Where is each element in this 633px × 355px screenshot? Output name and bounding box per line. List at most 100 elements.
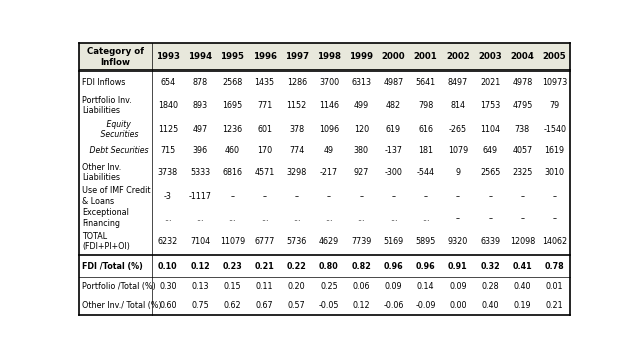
Text: 2001: 2001 (414, 53, 437, 61)
Text: ...: ... (293, 214, 301, 223)
Text: 380: 380 (354, 146, 369, 155)
Text: 2004: 2004 (510, 53, 534, 61)
Text: 6313: 6313 (351, 78, 371, 87)
Text: 2002: 2002 (446, 53, 470, 61)
Text: 0.78: 0.78 (545, 262, 565, 271)
Text: -3: -3 (164, 192, 172, 201)
Text: ...: ... (196, 214, 204, 223)
Text: 814: 814 (451, 101, 465, 110)
Text: 798: 798 (418, 101, 434, 110)
Text: –: – (423, 192, 428, 201)
Text: 2000: 2000 (382, 53, 405, 61)
Text: 654: 654 (160, 78, 175, 87)
Text: Other Inv.
Liabilities: Other Inv. Liabilities (82, 163, 122, 182)
Text: 3010: 3010 (544, 168, 565, 177)
Text: -1117: -1117 (189, 192, 211, 201)
Text: 0.14: 0.14 (417, 282, 434, 291)
Text: 3700: 3700 (319, 78, 339, 87)
Text: 2565: 2565 (480, 168, 500, 177)
Text: 6777: 6777 (254, 237, 275, 246)
Text: 2003: 2003 (479, 53, 502, 61)
Text: 0.75: 0.75 (191, 301, 209, 310)
Text: 9320: 9320 (448, 237, 468, 246)
Text: 497: 497 (192, 125, 208, 134)
Text: 0.21: 0.21 (254, 262, 275, 271)
Text: -300: -300 (384, 168, 403, 177)
Text: 0.13: 0.13 (191, 282, 209, 291)
Bar (79, 43, 570, 71)
Text: –: – (263, 192, 266, 201)
Text: –: – (230, 192, 234, 201)
Text: 4057: 4057 (512, 146, 532, 155)
Text: –: – (391, 192, 396, 201)
Text: 11079: 11079 (220, 237, 245, 246)
Text: -544: -544 (417, 168, 435, 177)
Text: 0.41: 0.41 (513, 262, 532, 271)
Text: 5333: 5333 (190, 168, 210, 177)
Text: 1152: 1152 (287, 101, 307, 110)
Text: ...: ... (164, 214, 172, 223)
Text: 616: 616 (418, 125, 433, 134)
Text: –: – (488, 214, 492, 223)
Text: 7739: 7739 (351, 237, 372, 246)
Text: ...: ... (261, 214, 268, 223)
Text: 14062: 14062 (542, 237, 567, 246)
Text: -1540: -1540 (543, 125, 566, 134)
Text: –: – (360, 192, 363, 201)
Text: 0.12: 0.12 (190, 262, 210, 271)
Text: 3738: 3738 (158, 168, 178, 177)
Text: 0.96: 0.96 (384, 262, 403, 271)
Text: 5895: 5895 (415, 237, 436, 246)
Text: 4987: 4987 (384, 78, 404, 87)
Text: Use of IMF Credit
& Loans: Use of IMF Credit & Loans (82, 186, 151, 206)
Text: 0.32: 0.32 (480, 262, 500, 271)
Text: 0.10: 0.10 (158, 262, 178, 271)
Text: 6339: 6339 (480, 237, 500, 246)
Text: 0.01: 0.01 (546, 282, 563, 291)
Text: Portfolio Inv.
Liabilities: Portfolio Inv. Liabilities (82, 96, 132, 115)
Text: 0.30: 0.30 (159, 282, 177, 291)
Text: 1840: 1840 (158, 101, 178, 110)
Text: 396: 396 (192, 146, 208, 155)
Text: 5641: 5641 (416, 78, 436, 87)
Text: 1096: 1096 (319, 125, 339, 134)
Text: 0.11: 0.11 (256, 282, 273, 291)
Text: Portfolio /Total (%): Portfolio /Total (%) (82, 282, 156, 291)
Text: 10973: 10973 (542, 78, 567, 87)
Text: 1104: 1104 (480, 125, 500, 134)
Text: –: – (553, 214, 556, 223)
Text: 5736: 5736 (287, 237, 307, 246)
Text: -0.05: -0.05 (319, 301, 339, 310)
Text: 7104: 7104 (190, 237, 210, 246)
Text: 1125: 1125 (158, 125, 178, 134)
Text: 0.15: 0.15 (223, 282, 241, 291)
Text: 378: 378 (289, 125, 304, 134)
Text: 771: 771 (257, 101, 272, 110)
Text: 5169: 5169 (384, 237, 404, 246)
Text: 2325: 2325 (512, 168, 532, 177)
Text: 1999: 1999 (349, 53, 373, 61)
Text: 715: 715 (160, 146, 175, 155)
Text: 0.67: 0.67 (256, 301, 273, 310)
Text: 181: 181 (418, 146, 433, 155)
Text: 878: 878 (192, 78, 208, 87)
Text: –: – (520, 192, 524, 201)
Text: 1997: 1997 (285, 53, 309, 61)
Text: 1998: 1998 (317, 53, 341, 61)
Text: 1435: 1435 (254, 78, 275, 87)
Text: 893: 893 (192, 101, 208, 110)
Text: 0.57: 0.57 (288, 301, 306, 310)
Text: ...: ... (229, 214, 236, 223)
Text: 0.12: 0.12 (353, 301, 370, 310)
Text: ...: ... (390, 214, 398, 223)
Text: 1695: 1695 (222, 101, 242, 110)
Text: –: – (456, 214, 460, 223)
Text: 2021: 2021 (480, 78, 500, 87)
Text: 499: 499 (354, 101, 369, 110)
Text: 1236: 1236 (222, 125, 242, 134)
Text: TOTAL
(FDI+PI+OI): TOTAL (FDI+PI+OI) (82, 232, 130, 251)
Text: 774: 774 (289, 146, 304, 155)
Text: 79: 79 (549, 101, 560, 110)
Text: 4571: 4571 (254, 168, 275, 177)
Text: -0.09: -0.09 (415, 301, 436, 310)
